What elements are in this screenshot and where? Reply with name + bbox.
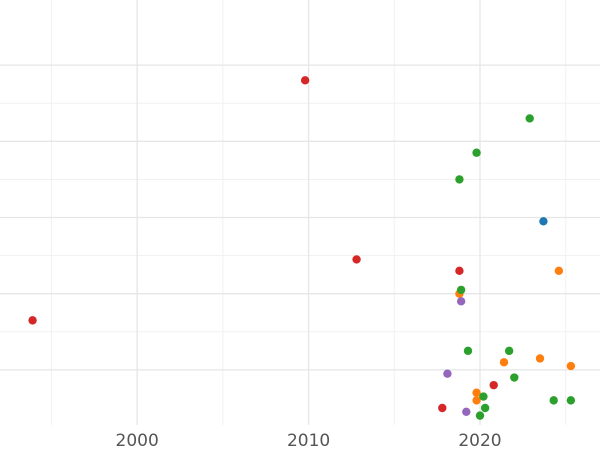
x-tick-labels: 2000 2010 2020: [116, 431, 502, 450]
data-point-s3-2: [455, 266, 464, 276]
data-point-s3-4: [489, 380, 498, 390]
data-point-s1-6: [472, 388, 481, 397]
data-point-s2-9: [566, 396, 576, 405]
data-point-s2-11: [475, 411, 485, 420]
data-point-s4-1: [443, 369, 452, 378]
data-point-s3-3: [28, 316, 37, 325]
gridlines: [0, 0, 600, 425]
data-point-s1-0: [554, 266, 564, 276]
data-point-s4-2: [462, 407, 471, 417]
data-points: [28, 76, 576, 420]
x-tick-label-2020: 2020: [458, 431, 501, 450]
data-point-s1-2: [535, 354, 545, 363]
data-point-s2-10: [480, 403, 490, 413]
minor-gridlines: [0, 0, 600, 425]
data-point-s2-2: [455, 175, 464, 184]
data-point-s3-0: [300, 76, 310, 85]
data-point-s1-4: [566, 361, 576, 371]
data-point-s2-1: [472, 148, 481, 157]
data-point-s2-6: [510, 373, 519, 382]
data-point-s2-7: [479, 392, 488, 401]
data-point-s2-3: [456, 285, 466, 295]
data-point-s2-8: [549, 396, 558, 405]
data-point-s0-0: [539, 217, 548, 226]
data-point-s1-5: [472, 396, 481, 405]
data-point-s4-0: [456, 297, 466, 306]
x-tick-label-2010: 2010: [287, 431, 330, 450]
data-point-s2-4: [463, 346, 473, 356]
data-point-s1-3: [499, 358, 509, 367]
data-point-s3-5: [438, 403, 447, 413]
data-point-s3-1: [352, 255, 361, 264]
x-tick-label-2000: 2000: [116, 431, 159, 450]
data-point-s2-5: [504, 346, 514, 356]
data-point-s2-0: [525, 114, 534, 123]
